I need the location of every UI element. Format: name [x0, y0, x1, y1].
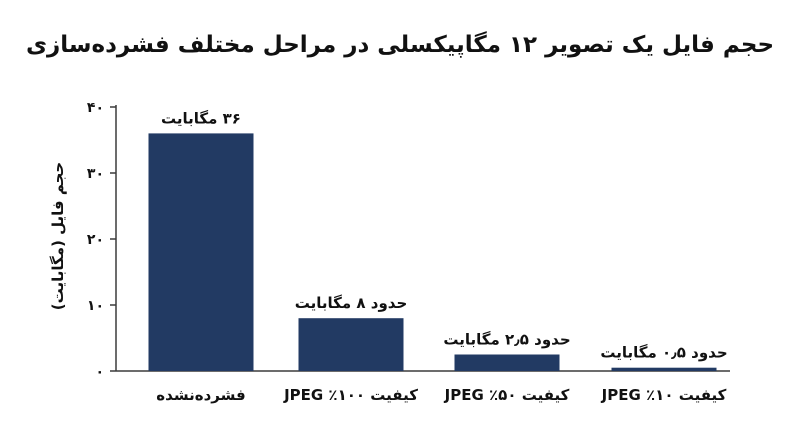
data-label: حدود ۲٫۵ مگابایت — [443, 331, 570, 349]
data-label: حدود ۰٫۵ مگابایت — [600, 344, 727, 362]
y-tick-label: ۴۰ — [87, 100, 104, 116]
data-label: ۳۶ مگابایت — [161, 109, 241, 127]
chart-title: حجم فایل یک تصویر ۱۲ مگاپیکسلی در مراحل … — [25, 32, 775, 58]
bar — [148, 133, 254, 371]
y-tick-label: ۱۰ — [87, 298, 104, 314]
bar — [611, 367, 717, 371]
x-tick-label: کیفیت ۱۰٪ JPEG — [601, 386, 727, 404]
bar — [454, 354, 560, 371]
y-tick-label: ۰ — [95, 364, 104, 380]
data-label: حدود ۸ مگابایت — [295, 294, 408, 312]
x-tick-label: کیفیت ۵۰٪ JPEG — [444, 386, 570, 404]
bar — [298, 318, 404, 371]
y-tick-label: ۲۰ — [87, 232, 104, 248]
x-tick-label: فشرده‌نشده — [156, 386, 245, 404]
x-tick-label: کیفیت ۱۰۰٪ JPEG — [283, 386, 418, 404]
y-tick-label: ۳۰ — [87, 166, 104, 182]
